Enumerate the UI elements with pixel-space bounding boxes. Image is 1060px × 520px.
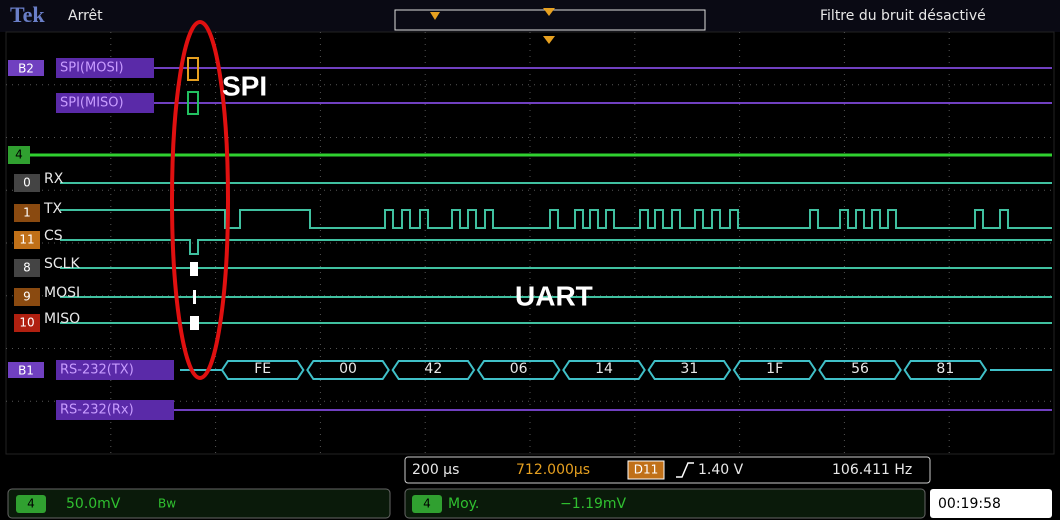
bus-value: 00 xyxy=(339,361,357,377)
channel-label: SCLK xyxy=(44,256,80,272)
bus-value: 56 xyxy=(851,361,869,377)
brand: Tek xyxy=(10,2,45,27)
bandwidth: Bw xyxy=(158,497,176,511)
bus-value: 31 xyxy=(680,361,698,377)
clock: 00:19:58 xyxy=(938,496,1001,512)
bus-value: 81 xyxy=(936,361,954,377)
badge-text: B2 xyxy=(18,62,34,76)
badge-text: B1 xyxy=(18,364,34,378)
channel-label: RS-232(Rx) xyxy=(60,403,134,418)
badge-text: 8 xyxy=(23,261,31,275)
badge-text: 4 xyxy=(15,148,23,162)
bus-value: FE xyxy=(254,361,271,377)
trigger-level: 1.40 V xyxy=(698,462,744,478)
frequency: 106.411 Hz xyxy=(832,462,912,478)
math-value: −1.19mV xyxy=(560,496,627,512)
channel-label: MISO xyxy=(44,311,80,327)
ch4-scale: 50.0mV xyxy=(66,496,121,512)
badge-text: 10 xyxy=(19,316,34,330)
time-scale: 200 µs xyxy=(412,462,459,478)
bus-value: 42 xyxy=(424,361,442,377)
channel-label: CS xyxy=(44,228,63,244)
spi-annotation: SPI xyxy=(222,70,267,101)
channel-label: SPI(MISO) xyxy=(60,96,124,111)
math-info xyxy=(405,489,925,518)
scope-screen: Tek Arrêt Filtre du bruit désactivé FE00… xyxy=(0,0,1060,520)
bus-value: 14 xyxy=(595,361,613,377)
noise-filter: Filtre du bruit désactivé xyxy=(820,8,986,24)
mosi-burst xyxy=(193,290,196,304)
channel-label: RS-232(TX) xyxy=(60,363,134,378)
page: Tek Arrêt Filtre du bruit désactivé FE00… xyxy=(0,0,1060,520)
channel-label: RX xyxy=(44,171,64,187)
math-mode: Moy. xyxy=(448,496,479,512)
uart-annotation: UART xyxy=(515,280,593,311)
sclk-burst xyxy=(190,262,198,276)
badge-text: 11 xyxy=(19,233,34,247)
bus-value: 1F xyxy=(766,361,783,377)
badge-text: 9 xyxy=(23,290,31,304)
bus-value: 06 xyxy=(510,361,528,377)
badge-text: 1 xyxy=(23,206,31,220)
status: Arrêt xyxy=(68,8,103,24)
channel-label: SPI(MOSI) xyxy=(60,61,124,76)
channel-label: MOSI xyxy=(44,285,80,301)
badge-text: 4 xyxy=(27,497,35,511)
badge-text: 0 xyxy=(23,176,31,190)
channel-label: TX xyxy=(43,201,63,217)
miso-burst xyxy=(190,316,199,330)
trigger-source: D11 xyxy=(634,463,659,477)
badge-text: 4 xyxy=(423,497,431,511)
position: 712.000µs xyxy=(516,462,590,478)
